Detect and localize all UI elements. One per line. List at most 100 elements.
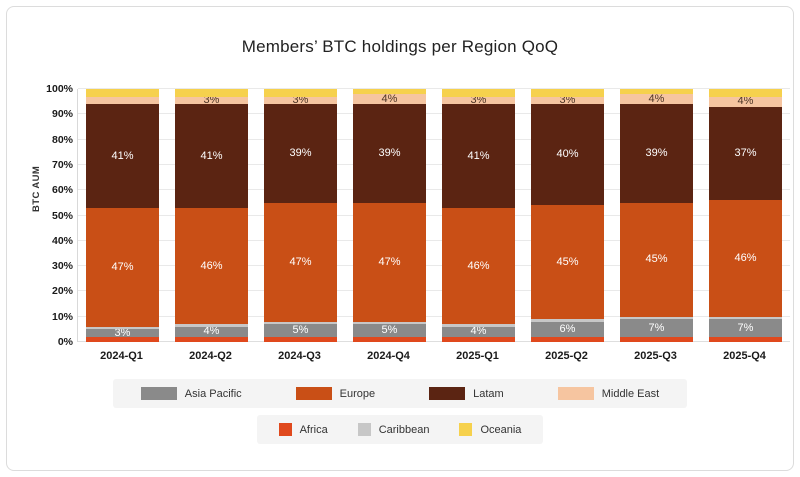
bar-segment-europe[interactable]: 46% [709, 200, 782, 317]
legend-item-latam[interactable]: Latam [429, 387, 504, 400]
bar-segment-oceania[interactable] [264, 89, 337, 97]
bar-segment-middle-east[interactable]: 3% [175, 94, 248, 105]
legend-swatch-icon [557, 387, 594, 400]
bar-segment-europe[interactable]: 45% [531, 205, 604, 320]
bar-segment-caribbean[interactable] [531, 319, 604, 322]
bar-segment-caribbean[interactable] [442, 324, 515, 327]
bar-segment-europe[interactable]: 47% [86, 207, 159, 327]
legend-item-middle-east[interactable]: Middle East [557, 387, 659, 400]
gridline [78, 113, 790, 115]
legend-label: Caribbean [378, 423, 430, 436]
bar-2025-Q2[interactable]: 6% 45% 40% 3% [531, 89, 604, 342]
bar-segment-asia-pacific[interactable]: 4% [442, 326, 515, 337]
bar-segment-oceania[interactable] [86, 89, 159, 97]
bar-segment-latam[interactable]: 41% [442, 104, 515, 208]
bar-2024-Q3[interactable]: 5% 47% 39% 3% [264, 89, 337, 342]
x-tick-label: 2025-Q1 [456, 350, 499, 362]
bar-2025-Q1[interactable]: 4% 46% 41% 3% [442, 89, 515, 342]
bar-segment-caribbean[interactable] [620, 316, 693, 320]
bar-segment-europe[interactable]: 47% [264, 202, 337, 322]
legend-swatch-icon [140, 387, 177, 400]
bar-segment-latam[interactable]: 41% [86, 104, 159, 208]
chart-title: Members’ BTC holdings per Region QoQ [241, 37, 559, 56]
bar-2024-Q4[interactable]: 5% 47% 39% 4% [353, 89, 426, 342]
bar-segment-asia-pacific[interactable]: 6% [531, 321, 604, 337]
bar-segment-europe[interactable]: 46% [442, 207, 515, 325]
segment-value-label: 39% [289, 147, 312, 160]
bar-segment-oceania[interactable] [531, 89, 604, 97]
segment-value-label: 46% [734, 252, 757, 265]
bar-segment-latam[interactable]: 37% [709, 106, 782, 201]
segment-value-label: 4% [203, 325, 220, 338]
bar-segment-africa[interactable] [709, 336, 782, 342]
bar-segment-latam[interactable]: 40% [531, 104, 604, 206]
segment-value-label: 47% [111, 260, 134, 273]
bar-segment-europe[interactable]: 45% [620, 202, 693, 317]
bar-segment-africa[interactable] [175, 336, 248, 342]
bar-segment-latam[interactable]: 39% [264, 104, 337, 203]
legend-item-europe[interactable]: Europe [295, 387, 376, 400]
bar-segment-middle-east[interactable]: 3% [442, 94, 515, 105]
bar-segment-africa[interactable] [264, 336, 337, 342]
legend-label: Europe [339, 387, 376, 400]
legend-row-2: Africa Caribbean Oceania [256, 415, 544, 444]
legend-item-africa[interactable]: Africa [278, 423, 328, 436]
bar-2025-Q4[interactable]: 7% 46% 37% 4% [709, 89, 782, 342]
gridline [78, 214, 790, 216]
bar-segment-asia-pacific[interactable]: 4% [175, 325, 248, 338]
legend-item-oceania[interactable]: Oceania [459, 423, 521, 436]
bar-segment-latam[interactable]: 39% [620, 104, 693, 203]
plot-area: 3% 47% 41% 4% 46% 41% 3% 5% 47% 39% 3% 5% 47% 39% 4% 4%… [77, 88, 790, 342]
bar-segment-asia-pacific[interactable]: 5% [353, 324, 426, 337]
bar-segment-oceania[interactable] [709, 89, 782, 97]
y-tick-label: 10% [51, 310, 73, 323]
bar-segment-middle-east[interactable]: 3% [531, 94, 604, 105]
bar-segment-africa[interactable] [353, 336, 426, 342]
segment-value-label: 4% [737, 95, 754, 108]
bar-segment-middle-east[interactable] [86, 96, 159, 105]
bar-segment-oceania[interactable] [442, 89, 515, 97]
x-tick-label: 2025-Q2 [545, 350, 588, 362]
bar-segment-caribbean[interactable] [86, 326, 159, 330]
bar-segment-middle-east[interactable]: 4% [709, 95, 782, 108]
gridline [78, 341, 790, 342]
segment-value-label: 3% [292, 93, 309, 106]
y-tick-label: 40% [51, 234, 73, 247]
bar-segment-asia-pacific[interactable]: 7% [620, 319, 693, 337]
segment-value-label: 47% [289, 255, 312, 268]
legend-item-asia-pacific[interactable]: Asia Pacific [140, 387, 242, 400]
bar-segment-caribbean[interactable] [175, 324, 248, 327]
y-tick-label: 50% [51, 209, 73, 222]
bar-segment-caribbean[interactable] [353, 321, 426, 325]
bar-segment-europe[interactable]: 47% [353, 202, 426, 322]
y-tick-label: 60% [51, 184, 73, 197]
bar-segment-middle-east[interactable]: 3% [264, 93, 337, 106]
bar-segment-africa[interactable] [442, 336, 515, 342]
segment-value-label: 5% [292, 324, 309, 337]
bar-segment-asia-pacific[interactable]: 7% [709, 319, 782, 337]
bar-segment-caribbean[interactable] [264, 321, 337, 325]
bar-2024-Q2[interactable]: 4% 46% 41% 3% [175, 89, 248, 342]
legend-row-1: Asia Pacific Europe Latam Middle East [112, 379, 688, 408]
bar-segment-asia-pacific[interactable]: 3% [86, 327, 159, 338]
bar-segment-oceania[interactable] [353, 89, 426, 95]
bar-segment-latam[interactable]: 41% [175, 104, 248, 208]
legend-item-caribbean[interactable]: Caribbean [357, 423, 430, 436]
segment-value-label: 7% [737, 321, 754, 334]
bar-2024-Q1[interactable]: 3% 47% 41% [86, 89, 159, 342]
bar-segment-africa[interactable] [531, 336, 604, 342]
gridline [78, 290, 790, 292]
bar-segment-asia-pacific[interactable]: 5% [264, 324, 337, 337]
bar-segment-caribbean[interactable] [709, 316, 782, 320]
segment-value-label: 4% [648, 92, 665, 105]
bar-segment-africa[interactable] [620, 336, 693, 342]
bar-segment-europe[interactable]: 46% [175, 207, 248, 325]
bar-segment-middle-east[interactable]: 4% [353, 93, 426, 105]
bar-segment-oceania[interactable] [620, 89, 693, 95]
bar-segment-middle-east[interactable]: 4% [620, 92, 693, 105]
gridline [78, 315, 790, 317]
bar-segment-africa[interactable] [86, 336, 159, 342]
bar-2025-Q3[interactable]: 7% 45% 39% 4% [620, 89, 693, 342]
bar-segment-oceania[interactable] [175, 89, 248, 97]
bar-segment-latam[interactable]: 39% [353, 104, 426, 203]
